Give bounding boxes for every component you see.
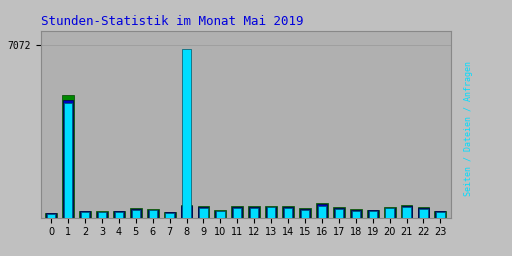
Bar: [64, 103, 72, 218]
Bar: [113, 211, 125, 218]
Bar: [299, 208, 311, 218]
Bar: [199, 207, 208, 218]
Bar: [182, 49, 190, 218]
Bar: [300, 209, 310, 218]
Bar: [79, 211, 91, 218]
Bar: [147, 210, 158, 218]
Bar: [333, 207, 345, 218]
Bar: [131, 209, 141, 218]
Bar: [96, 211, 108, 218]
Bar: [181, 206, 191, 218]
Bar: [132, 210, 140, 218]
Bar: [267, 207, 275, 218]
Bar: [367, 210, 379, 218]
Bar: [283, 207, 293, 218]
Bar: [62, 95, 74, 218]
Bar: [334, 208, 344, 218]
Bar: [250, 208, 259, 218]
Bar: [265, 206, 277, 218]
Bar: [419, 209, 428, 218]
Bar: [368, 210, 378, 218]
Bar: [435, 211, 445, 218]
Bar: [231, 206, 243, 218]
Bar: [45, 213, 57, 218]
Bar: [435, 210, 446, 218]
Bar: [418, 208, 429, 218]
Bar: [352, 211, 360, 218]
Bar: [385, 208, 395, 218]
Bar: [248, 206, 260, 218]
Bar: [97, 212, 107, 218]
Bar: [400, 205, 413, 218]
Bar: [318, 206, 326, 218]
Bar: [284, 208, 292, 218]
Bar: [147, 209, 159, 218]
Bar: [316, 204, 328, 218]
Bar: [164, 212, 176, 218]
Bar: [386, 208, 394, 218]
Bar: [46, 213, 56, 218]
Bar: [216, 211, 225, 218]
Text: Seiten / Dateien / Anfragen: Seiten / Dateien / Anfragen: [464, 60, 473, 196]
Bar: [233, 208, 242, 218]
Bar: [401, 206, 412, 218]
Bar: [350, 209, 361, 218]
Bar: [369, 211, 377, 218]
Bar: [47, 214, 55, 218]
Bar: [317, 204, 327, 218]
Bar: [181, 205, 193, 218]
Bar: [402, 207, 411, 218]
Bar: [148, 210, 157, 218]
Bar: [164, 212, 175, 218]
Bar: [63, 100, 73, 218]
Bar: [436, 212, 444, 218]
Bar: [199, 208, 207, 218]
Text: Stunden-Statistik im Monat Mai 2019: Stunden-Statistik im Monat Mai 2019: [41, 15, 304, 28]
Bar: [115, 212, 123, 218]
Bar: [351, 210, 361, 218]
Bar: [130, 208, 142, 218]
Bar: [383, 207, 396, 218]
Bar: [165, 213, 174, 218]
Bar: [301, 210, 309, 218]
Bar: [98, 212, 106, 218]
Bar: [335, 209, 343, 218]
Bar: [266, 207, 276, 218]
Bar: [282, 206, 294, 218]
Bar: [198, 206, 209, 218]
Bar: [418, 207, 430, 218]
Bar: [114, 211, 124, 218]
Bar: [232, 207, 242, 218]
Bar: [215, 210, 226, 218]
Bar: [81, 212, 89, 218]
Bar: [216, 211, 225, 218]
Bar: [249, 207, 259, 218]
Bar: [80, 211, 90, 218]
